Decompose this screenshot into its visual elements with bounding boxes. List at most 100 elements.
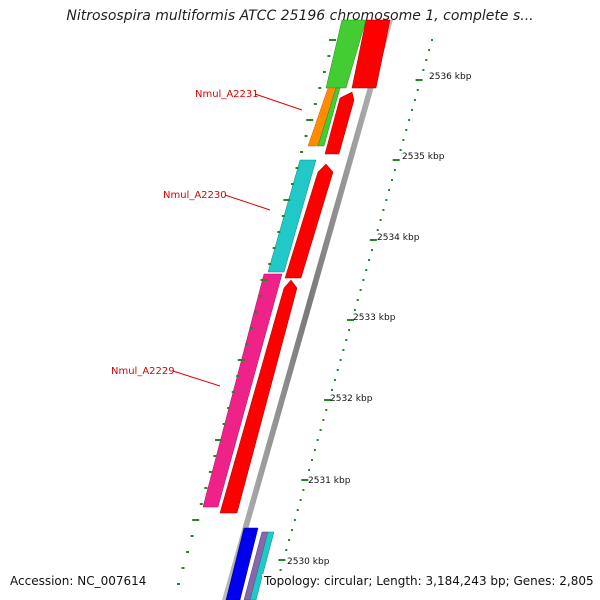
reverse-minor-tick bbox=[281, 215, 285, 217]
minor-tick bbox=[428, 49, 431, 51]
major-tick bbox=[278, 559, 286, 561]
leader-line-a2231 bbox=[254, 93, 303, 111]
minor-tick bbox=[288, 539, 291, 541]
gene-label-a2231[interactable]: Nmul_A2231 bbox=[195, 89, 259, 100]
scale-ticks bbox=[177, 39, 433, 585]
minor-tick bbox=[319, 429, 322, 431]
reverse-minor-tick bbox=[231, 391, 235, 393]
major-tick bbox=[301, 479, 309, 481]
minor-tick bbox=[296, 509, 299, 511]
minor-tick bbox=[362, 279, 365, 281]
reverse-minor-tick bbox=[213, 455, 217, 457]
major-tick bbox=[415, 79, 423, 81]
reverse-minor-tick bbox=[318, 87, 322, 89]
reverse-minor-tick bbox=[190, 535, 194, 537]
minor-tick bbox=[285, 549, 288, 551]
gene-cyan-bottom[interactable] bbox=[249, 531, 275, 600]
minor-tick bbox=[408, 119, 411, 121]
minor-tick bbox=[365, 269, 368, 271]
major-tick bbox=[369, 239, 377, 241]
minor-tick bbox=[402, 139, 405, 141]
gene-a2229[interactable] bbox=[202, 273, 283, 508]
reverse-minor-tick bbox=[236, 375, 240, 377]
reverse-minor-tick bbox=[181, 567, 185, 569]
accession-text: Accession: NC_007614 bbox=[8, 574, 149, 588]
reverse-major-tick bbox=[329, 39, 336, 41]
minor-tick bbox=[431, 39, 433, 41]
minor-tick bbox=[411, 109, 413, 111]
minor-tick bbox=[333, 379, 336, 381]
leader-line-a2229 bbox=[172, 370, 221, 387]
minor-tick bbox=[382, 209, 385, 211]
reverse-minor-tick bbox=[199, 503, 203, 505]
reverse-minor-tick bbox=[186, 551, 190, 553]
forward-strand-features bbox=[219, 19, 391, 514]
gene-a2230[interactable] bbox=[267, 159, 317, 273]
minor-tick bbox=[293, 519, 296, 521]
genome-backbone bbox=[222, 20, 393, 600]
minor-tick bbox=[308, 469, 311, 471]
gene-label-a2230[interactable]: Nmul_A2230 bbox=[163, 190, 227, 201]
reverse-strand-features bbox=[202, 19, 367, 600]
major-tick bbox=[392, 159, 400, 161]
gene-label-a2229[interactable]: Nmul_A2229 bbox=[111, 366, 175, 377]
minor-tick bbox=[385, 199, 388, 201]
gene-blue-bottom[interactable] bbox=[225, 527, 259, 600]
minor-tick bbox=[342, 349, 345, 351]
scale-label-2531: 2531 kbp bbox=[308, 476, 351, 486]
topology-text: Topology: circular; Length: 3,184,243 bp… bbox=[262, 574, 596, 588]
minor-tick bbox=[388, 189, 391, 191]
reverse-minor-tick bbox=[177, 583, 180, 585]
minor-tick bbox=[371, 249, 373, 251]
reverse-minor-tick bbox=[300, 151, 304, 153]
reverse-minor-tick bbox=[277, 231, 281, 233]
minor-tick bbox=[393, 169, 396, 171]
minor-tick bbox=[425, 59, 428, 61]
minor-tick bbox=[279, 569, 282, 571]
gene-green-top[interactable] bbox=[325, 19, 367, 89]
reverse-minor-tick bbox=[222, 423, 226, 425]
gene-red-a2230-fwd[interactable] bbox=[284, 163, 334, 279]
minor-tick bbox=[391, 179, 393, 181]
reverse-minor-tick bbox=[227, 407, 231, 409]
reverse-minor-tick bbox=[268, 263, 272, 265]
minor-tick bbox=[405, 129, 408, 131]
reverse-major-tick bbox=[260, 279, 268, 281]
scale-label-2530: 2530 kbp bbox=[287, 557, 330, 567]
reverse-major-tick bbox=[192, 519, 200, 521]
minor-tick bbox=[359, 289, 362, 291]
minor-tick bbox=[345, 339, 348, 341]
minor-tick bbox=[353, 309, 356, 311]
gene-purple-bottom[interactable] bbox=[243, 531, 269, 600]
reverse-major-tick bbox=[215, 439, 222, 441]
gene-labels: Nmul_A2231 Nmul_A2230 Nmul_A2229 bbox=[111, 89, 303, 387]
minor-tick bbox=[302, 489, 305, 491]
scale-label-2534: 2534 kbp bbox=[377, 233, 420, 243]
minor-tick bbox=[368, 259, 371, 261]
scale-label-2533: 2533 kbp bbox=[353, 313, 396, 323]
reverse-major-tick bbox=[283, 199, 291, 201]
minor-tick bbox=[399, 149, 402, 151]
reverse-minor-tick bbox=[204, 487, 208, 489]
scale-labels: 2536 kbp 2535 kbp 2534 kbp 2533 kbp 2532… bbox=[287, 72, 472, 567]
major-tick bbox=[324, 399, 332, 401]
minor-tick bbox=[376, 229, 379, 231]
reverse-minor-tick bbox=[327, 55, 331, 57]
minor-tick bbox=[348, 329, 351, 331]
leader-line-a2230 bbox=[224, 194, 271, 211]
reverse-minor-tick bbox=[295, 167, 299, 169]
reverse-major-tick bbox=[306, 119, 314, 121]
reverse-minor-tick bbox=[254, 311, 258, 313]
gene-green-small[interactable] bbox=[317, 87, 341, 147]
reverse-minor-tick bbox=[245, 343, 249, 345]
minor-tick bbox=[336, 369, 339, 371]
scale-label-2536: 2536 kbp bbox=[429, 72, 472, 82]
gene-red-top[interactable] bbox=[351, 19, 391, 89]
gene-red-a2231-fwd[interactable] bbox=[324, 91, 355, 155]
reverse-minor-tick bbox=[291, 183, 294, 185]
minor-tick bbox=[311, 459, 313, 461]
gene-red-a2229-fwd[interactable] bbox=[219, 279, 298, 514]
minor-tick bbox=[339, 359, 342, 361]
